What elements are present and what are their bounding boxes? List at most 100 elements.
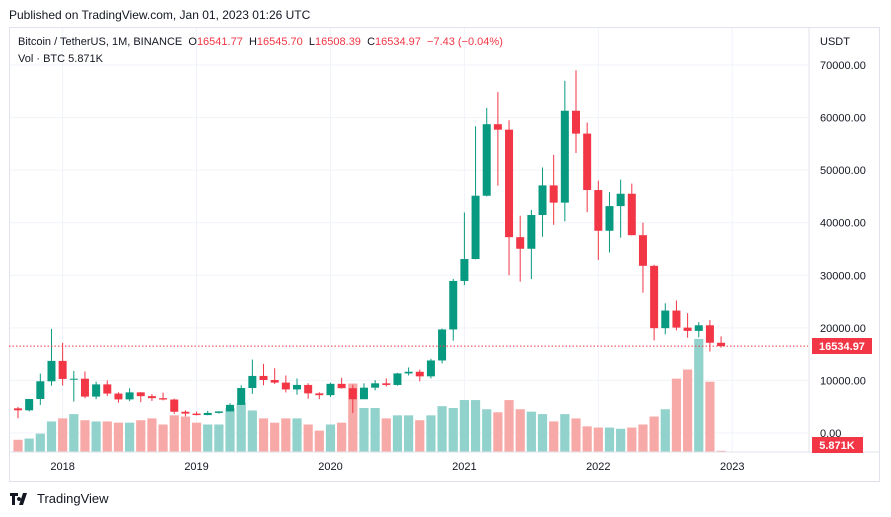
candle-body [371, 383, 380, 388]
candle [471, 126, 480, 260]
candle [114, 392, 123, 403]
y-tick-label: 20000.00 [820, 323, 866, 335]
candle-body [359, 387, 368, 400]
volume-bar [158, 424, 168, 452]
x-tick-label: 2022 [586, 461, 610, 473]
candle-body [92, 384, 101, 397]
candle [616, 179, 625, 238]
candle-body [58, 360, 67, 379]
volume-bar [180, 416, 190, 452]
candle [181, 410, 190, 417]
ohlc-legend: Bitcoin / TetherUS, 1M, BINANCE O16541.7… [18, 36, 503, 48]
tradingview-branding[interactable]: TradingView [10, 491, 109, 506]
candle-body [159, 398, 168, 400]
volume-bar [125, 422, 135, 452]
candle [103, 380, 112, 397]
candle [203, 410, 212, 416]
candle-body [170, 399, 179, 412]
volume-bar [258, 418, 269, 452]
candle [672, 300, 681, 331]
candle-body [560, 110, 569, 203]
candle-body [47, 360, 56, 382]
candle-body [460, 259, 469, 281]
volume-bar [292, 418, 302, 452]
volume-bars [13, 338, 726, 452]
volume-bar [660, 409, 670, 452]
volume-bar [515, 409, 525, 452]
candle-body [505, 129, 514, 238]
candle-body [516, 237, 525, 249]
candle-body [281, 382, 290, 390]
candle [259, 363, 268, 386]
candle [705, 320, 714, 352]
candle [560, 80, 569, 222]
last-price-badge-bg [812, 338, 872, 354]
candle [516, 215, 525, 282]
volume-bar [203, 424, 213, 452]
volume-bar [716, 450, 726, 452]
candle-body [594, 190, 603, 231]
volume-bar [169, 415, 179, 452]
volume-bar [638, 424, 648, 452]
candle [527, 209, 536, 280]
volume-bar [627, 427, 637, 452]
volume-bar [537, 414, 548, 452]
volume-bar [649, 416, 659, 452]
volume-bar [113, 422, 124, 452]
candle [69, 370, 78, 402]
candle-body [14, 408, 22, 411]
volume-bar [482, 409, 492, 452]
candle-body [348, 388, 357, 400]
candle-body [214, 411, 223, 413]
candle-body [438, 329, 447, 361]
candle-body [136, 392, 145, 397]
low-label: L [308, 36, 316, 48]
candle-body [426, 360, 435, 377]
y-tick-label: 60000.00 [820, 113, 866, 125]
candle [170, 398, 179, 414]
volume-bar [214, 424, 224, 452]
candle [226, 403, 235, 412]
grid-lines [10, 28, 808, 452]
candle [36, 373, 45, 406]
volume-bar [225, 408, 235, 452]
candle-body [482, 124, 491, 196]
candle [25, 398, 34, 412]
open-label: O [188, 36, 197, 48]
x-tick-label: 2020 [318, 461, 342, 473]
candle [136, 392, 145, 403]
x-tick-label: 2023 [720, 461, 744, 473]
candle [359, 383, 368, 400]
candle-body [203, 412, 212, 416]
candle [58, 342, 67, 386]
candle [505, 120, 514, 276]
candle [214, 411, 223, 414]
volume-bar [381, 418, 391, 452]
candle-body [638, 235, 647, 266]
candle-body [114, 393, 123, 400]
last-volume-badge: 5.871K [812, 437, 863, 453]
volume-bar [571, 418, 581, 452]
y-tick-label: 40000.00 [820, 218, 866, 230]
candle [717, 336, 726, 348]
candle-body [103, 384, 112, 394]
volume-bar [705, 381, 715, 452]
candle-body [237, 388, 246, 405]
candle [426, 358, 435, 379]
candle [192, 411, 201, 416]
candle-body [527, 215, 536, 249]
volume-bar [46, 421, 57, 452]
volume-bar [35, 433, 45, 452]
volume-bar [91, 421, 101, 452]
candle-body [248, 375, 257, 389]
volume-bar [526, 411, 536, 452]
candle-body [36, 381, 45, 400]
volume-bar [448, 408, 458, 452]
candle-body [382, 383, 391, 385]
candle [683, 313, 692, 338]
volume-bar [102, 421, 112, 452]
volume-bar [314, 430, 324, 452]
candle-body [415, 371, 424, 377]
tradingview-logo-text: TradingView [37, 491, 109, 506]
